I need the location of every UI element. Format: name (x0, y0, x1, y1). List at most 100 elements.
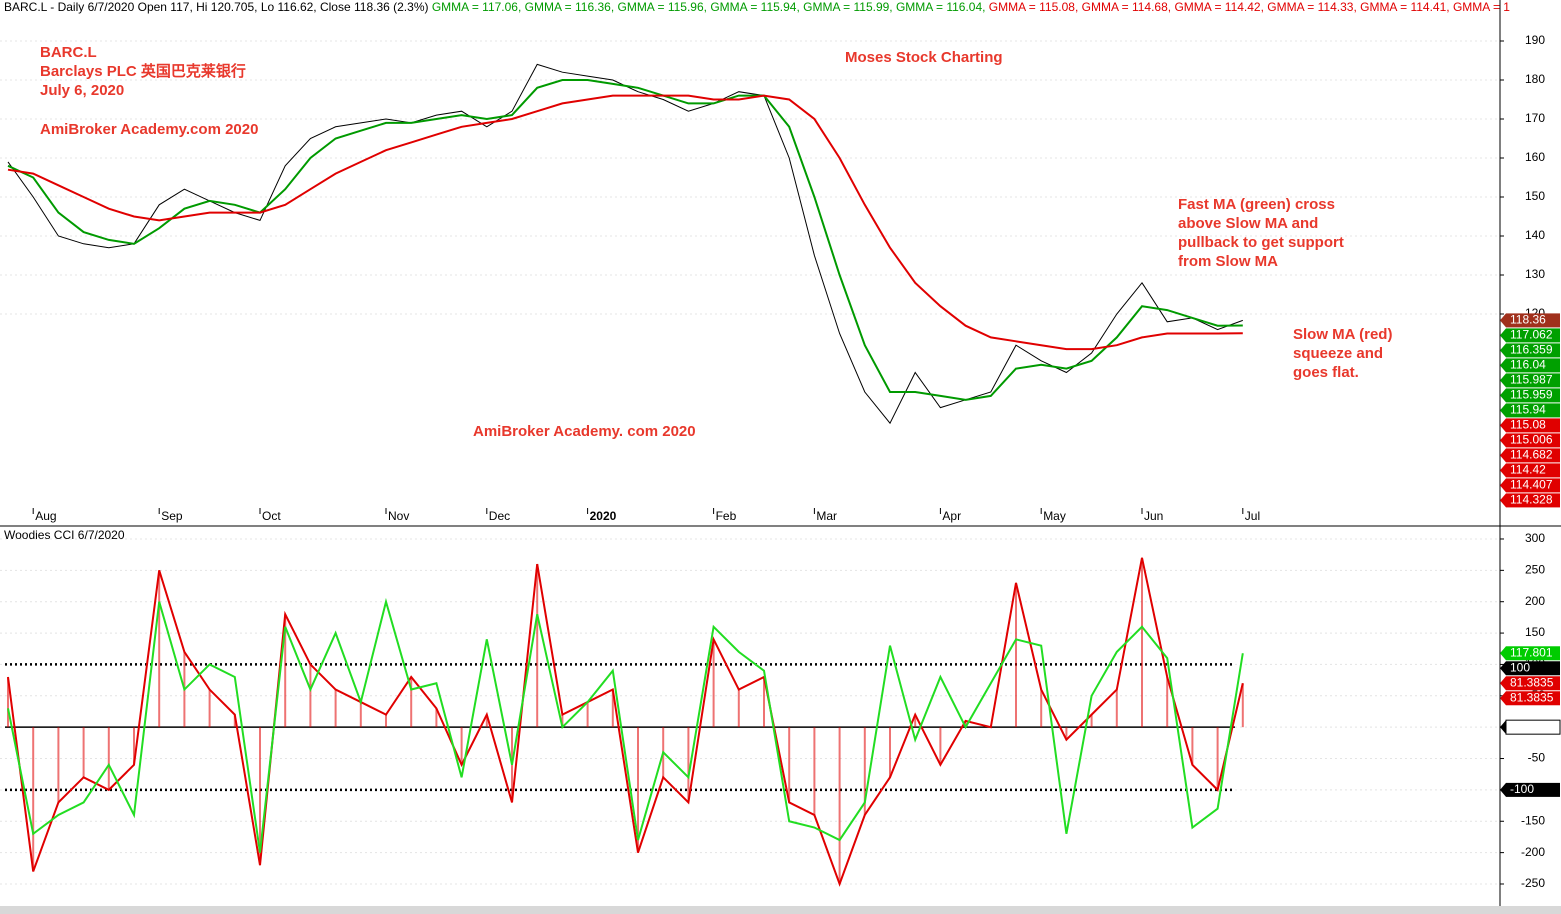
badge-label: -100 (1510, 782, 1534, 796)
series-line (7, 557, 1244, 887)
badge-label: 116.04 (1510, 358, 1546, 372)
x-tick-label: Sep (161, 509, 183, 523)
histogram-bar (208, 689, 211, 728)
sheet-tabs[interactable] (0, 906, 1561, 914)
histogram-bar (687, 727, 690, 803)
header-segment: GMMA = 115.96, (617, 0, 710, 14)
badge-label: 115.94 (1510, 403, 1546, 417)
y-tick-label: 170 (1525, 111, 1545, 125)
badge-label: 117.062 (1510, 328, 1553, 342)
histogram-bar (1141, 557, 1143, 728)
badge-label: 115.987 (1510, 373, 1553, 387)
badge-label: 81.3835 (1510, 690, 1554, 704)
header-segment: GMMA = 114.68, (1082, 0, 1175, 14)
badge-pointer (1500, 388, 1506, 403)
badge-pointer (1500, 343, 1506, 358)
badge-pointer (1500, 313, 1506, 328)
histogram-bar (334, 689, 337, 728)
header-segment: GMMA = 116.36, (525, 0, 618, 14)
badge-pointer (1500, 720, 1506, 735)
y-tick-label: 150 (1525, 625, 1545, 639)
value-badge (1506, 676, 1560, 691)
histogram-bar (1241, 683, 1244, 728)
y-tick-label: 200 (1525, 594, 1545, 608)
histogram-bar (813, 727, 816, 815)
badge-pointer (1500, 373, 1506, 388)
header-segment: GMMA = 114.42, (1174, 0, 1267, 14)
y-tick-label: 300 (1525, 531, 1545, 545)
x-tick-label: Aug (35, 509, 56, 523)
value-badge (1506, 433, 1560, 448)
badge-label: 115.006 (1510, 433, 1553, 447)
histogram-bar (536, 564, 539, 728)
value-badge (1506, 343, 1560, 358)
histogram-bar (863, 727, 866, 815)
header-segment: GMMA = 115.94, (710, 0, 803, 14)
y-tick-label: -250 (1521, 876, 1545, 890)
value-badge (1506, 691, 1560, 706)
header-segment: BARC.L - Daily 6/7/2020 Open 117, Hi 120… (4, 0, 432, 14)
header-segment: GMMA = 114.33, (1267, 0, 1360, 14)
value-badge (1506, 328, 1560, 343)
histogram-bar (82, 727, 85, 778)
badge-label: 114.407 (1510, 478, 1553, 492)
value-badge (1506, 478, 1560, 493)
y-tick-label: 140 (1525, 228, 1545, 242)
x-tick-label: Apr (942, 509, 961, 523)
y-tick-label: 130 (1525, 267, 1545, 281)
value-badge (1506, 418, 1560, 433)
badge-label: 114.682 (1510, 448, 1553, 462)
badge-label: 100 (1510, 660, 1530, 674)
annotation: Slow MA (red) (1293, 326, 1392, 343)
histogram-bar (964, 720, 967, 728)
panel-title: Woodies CCI 6/7/2020 (4, 528, 125, 542)
histogram-bar (889, 727, 891, 778)
badge-label: 115.959 (1510, 388, 1553, 402)
badge-pointer (1500, 661, 1506, 676)
histogram-bar (637, 727, 639, 853)
histogram-bar (1115, 689, 1118, 728)
histogram-bar (1015, 582, 1017, 728)
histogram-bar (309, 664, 312, 728)
badge-label: 116.359 (1510, 343, 1553, 357)
header-segment: GMMA = 115.08, (989, 0, 1082, 14)
x-tick-label: Oct (262, 509, 281, 523)
x-tick-label: Dec (489, 509, 510, 523)
histogram-bar (284, 614, 287, 728)
annotation: Barclays PLC 英国巴克莱银行 (40, 62, 246, 80)
histogram-bar (57, 727, 60, 803)
annotation: Moses Stock Charting (845, 49, 1003, 66)
header-segment: GMMA = 116.04, (896, 0, 989, 14)
badge-pointer (1500, 358, 1506, 373)
histogram-bar (7, 676, 9, 728)
value-badge (1506, 661, 1560, 676)
value-badge (1506, 403, 1560, 418)
histogram-bar (460, 727, 463, 765)
histogram-bar (385, 714, 387, 728)
histogram-bar (611, 689, 614, 728)
y-tick-label: -200 (1521, 845, 1545, 859)
annotation: from Slow MA (1178, 253, 1278, 270)
histogram-bar (410, 676, 413, 728)
annotation: above Slow MA and (1178, 215, 1318, 232)
annotation: July 6, 2020 (40, 82, 124, 99)
badge-pointer (1500, 433, 1506, 448)
x-tick-label: 2020 (590, 509, 617, 523)
histogram-bar (359, 702, 362, 728)
value-badge (1506, 782, 1560, 797)
histogram-bar (712, 639, 715, 728)
value-badge (1506, 463, 1560, 478)
header: BARC.L - Daily 6/7/2020 Open 117, Hi 120… (4, 0, 1510, 14)
series-line (7, 597, 1244, 853)
badge-pointer (1500, 493, 1506, 508)
value-badge (1506, 493, 1560, 508)
badge-pointer (1500, 691, 1506, 706)
badge-label: 118.36 (1510, 313, 1546, 327)
x-tick-label: Jul (1245, 509, 1260, 523)
badge-pointer (1500, 478, 1506, 493)
histogram-bar (158, 570, 161, 728)
value-badge (1506, 388, 1560, 403)
value-badge (1506, 448, 1560, 463)
histogram-bar (32, 727, 35, 872)
histogram-bar (914, 714, 917, 728)
